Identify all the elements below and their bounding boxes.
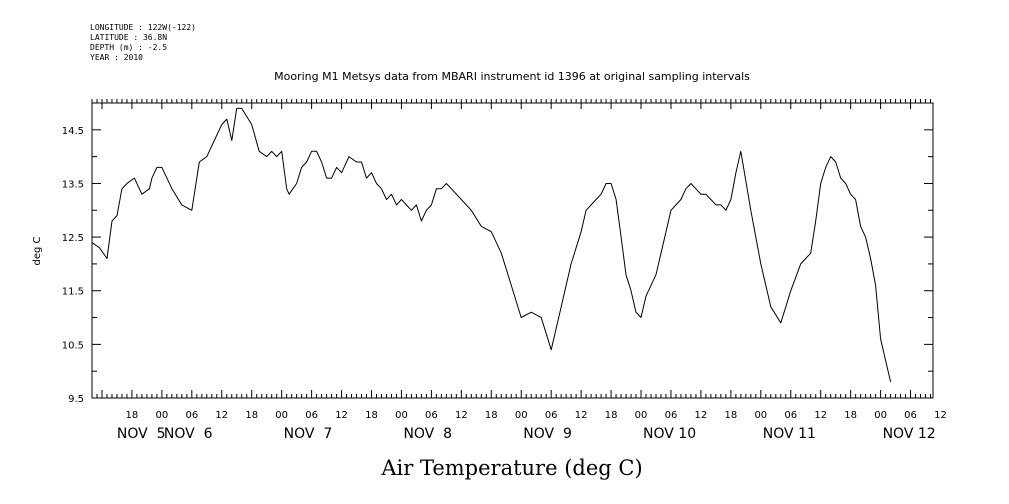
x-hour-label: 12	[335, 410, 348, 421]
x-hour-label: 00	[515, 410, 528, 421]
y-tick-label: 13.5	[62, 179, 84, 190]
x-hour-label: 18	[126, 410, 139, 421]
x-hour-label: 00	[156, 410, 169, 421]
y-axis: 14.5 13.5 12.5 11.5 10.5 9.5	[62, 102, 933, 405]
plot-frame	[91, 102, 934, 399]
x-hour-label: 18	[485, 410, 498, 421]
x-day-label: NOV 12	[883, 426, 936, 442]
x-day-label: NOV 6	[164, 426, 213, 442]
x-hour-label: 12	[215, 410, 228, 421]
x-hour-label: 18	[724, 410, 737, 421]
metadata-block: LONGITUDE : 122W(-122) LATITUDE : 36.8N …	[90, 23, 196, 62]
x-axis: 18 00 06 12 18 00 06 12 18 00 06 12 18 00 06 12 18 00 06 12…	[91, 99, 947, 442]
x-hour-label: 12	[695, 410, 708, 421]
x-hour-label: 18	[844, 410, 857, 421]
series-layer	[91, 107, 892, 383]
chart-title: Mooring M1 Metsys data from MBARI instru…	[274, 70, 750, 83]
y-tick-label: 9.5	[68, 394, 84, 405]
x-hour-label: 00	[635, 410, 648, 421]
longitude-text: LONGITUDE : 122W(-122)	[90, 23, 196, 32]
x-hour-label: 00	[874, 410, 887, 421]
x-hour-label: 12	[934, 410, 947, 421]
x-day-label: NOV 8	[403, 426, 452, 442]
latitude-text: LATITUDE : 36.8N	[90, 33, 167, 42]
x-hour-label: 00	[754, 410, 767, 421]
x-hour-label: 12	[455, 410, 468, 421]
y-axis-label: deg C	[32, 236, 43, 265]
x-hour-label: 12	[814, 410, 827, 421]
x-hour-label: 00	[395, 410, 408, 421]
y-tick-label: 10.5	[62, 340, 84, 351]
y-tick-label: 11.5	[62, 287, 84, 298]
year-text: YEAR : 2010	[90, 53, 143, 62]
x-hour-label: 06	[425, 410, 438, 421]
y-tick-label: 14.5	[62, 126, 84, 137]
x-day-label: NOV 10	[643, 426, 696, 442]
x-hour-label: 06	[904, 410, 917, 421]
x-axis-title: Air Temperature (deg C)	[380, 456, 642, 480]
x-hour-label: 18	[605, 410, 618, 421]
x-hour-label: 18	[245, 410, 258, 421]
x-hour-label: 06	[545, 410, 558, 421]
x-hour-label: 06	[305, 410, 318, 421]
x-day-label: NOV 7	[284, 426, 333, 442]
y-tick-label: 12.5	[62, 233, 84, 244]
depth-text: DEPTH (m) : -2.5	[90, 43, 167, 52]
x-hour-label: 00	[275, 410, 288, 421]
x-day-label: NOV 9	[523, 426, 572, 442]
x-day-label: NOV 11	[763, 426, 816, 442]
x-hour-label: 06	[185, 410, 198, 421]
x-day-label: NOV 5	[117, 426, 166, 442]
x-hour-label: 12	[575, 410, 588, 421]
x-hour-label: 06	[784, 410, 797, 421]
series-line-0	[91, 107, 892, 383]
x-hour-label: 06	[665, 410, 678, 421]
x-hour-label: 18	[365, 410, 378, 421]
